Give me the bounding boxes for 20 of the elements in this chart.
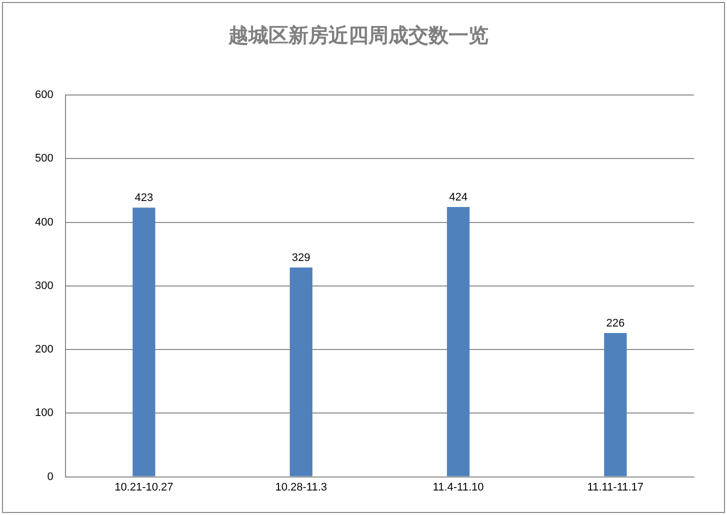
x-tick-label: 10.21-10.27: [114, 481, 174, 494]
data-label: 424: [449, 192, 468, 204]
bar: [290, 267, 312, 476]
y-tick-label: 100: [34, 407, 54, 420]
data-label: 226: [606, 318, 625, 330]
x-tick-label: 10.28-11.3: [275, 481, 327, 494]
y-tick-label: 400: [34, 216, 54, 228]
bar: [446, 206, 470, 476]
data-label: 329: [292, 252, 310, 264]
y-tick-label: 300: [34, 280, 54, 292]
data-label: 423: [134, 192, 154, 204]
y-tick-label: 500: [34, 152, 54, 165]
x-tick-label: 11.4-11.10: [432, 481, 484, 494]
y-tick-label: 0: [47, 470, 54, 483]
bar: [132, 208, 156, 476]
chart-title: 越城区新房近四周成交数一览: [228, 24, 488, 48]
y-tick-label: 600: [34, 89, 54, 102]
bar: [604, 332, 627, 476]
y-tick-label: 200: [34, 344, 54, 356]
x-tick-label: 11.11-11.17: [587, 481, 644, 494]
